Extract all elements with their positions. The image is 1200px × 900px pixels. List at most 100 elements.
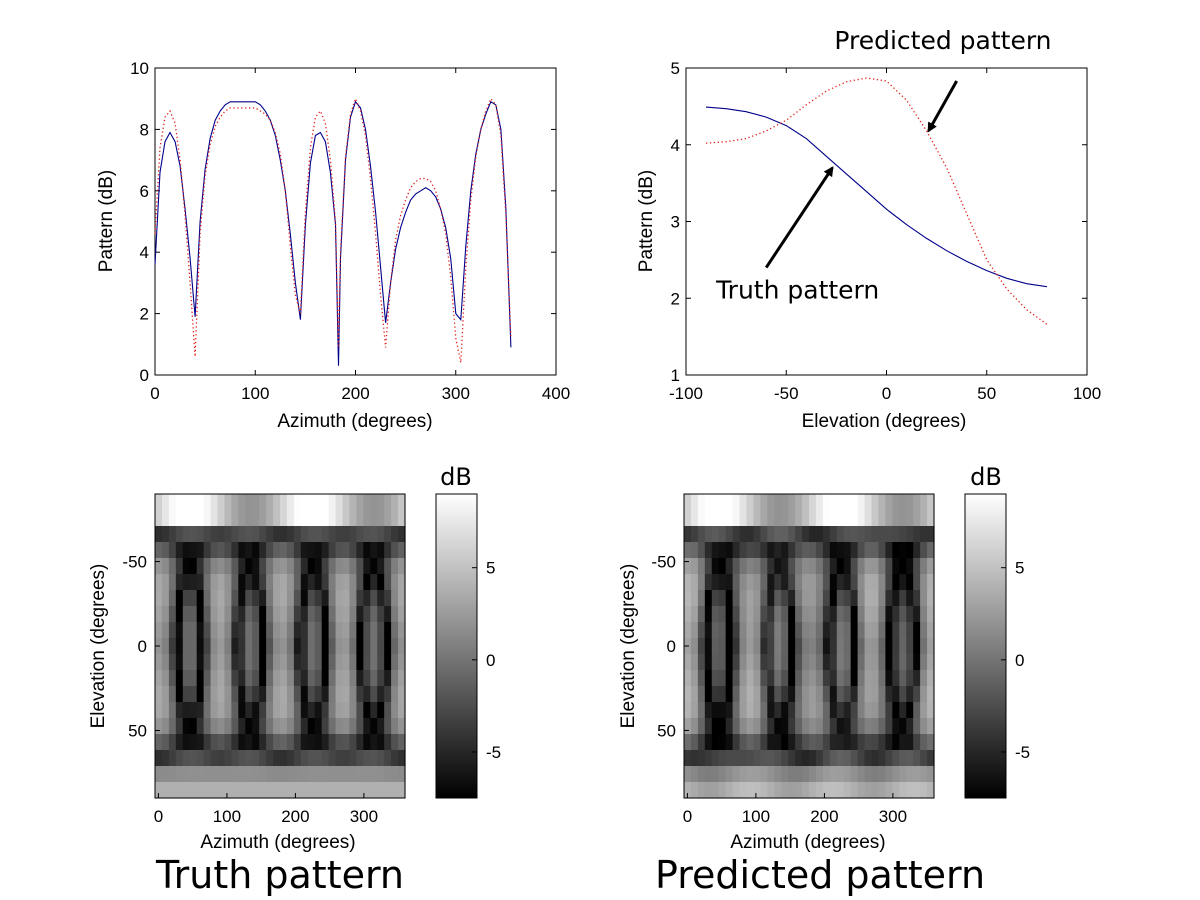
heatmap-cell: [203, 542, 212, 559]
heatmap-cell: [760, 734, 768, 751]
heatmap-cell: [356, 638, 364, 655]
heatmap-cell: [760, 494, 768, 511]
colorbar-label: dB: [970, 463, 1002, 491]
heatmap-cell: [398, 558, 406, 575]
heatmap-cell: [273, 510, 281, 527]
heatmap-cell: [155, 750, 163, 767]
heatmap-cell: [245, 638, 253, 655]
heatmap-cell: [231, 558, 239, 575]
heatmap-cell: [795, 526, 803, 543]
heatmap-cell: [802, 590, 810, 607]
heatmap-cell: [398, 654, 406, 671]
heatmap-cell: [906, 766, 914, 783]
heatmap-cell: [885, 526, 893, 543]
heatmap-cell: [210, 590, 219, 607]
heatmap-cell: [878, 510, 886, 527]
heatmap-cell: [293, 702, 302, 719]
heatmap-cell: [231, 670, 239, 687]
heatmap-cell: [753, 638, 761, 655]
heatmap-cell: [781, 494, 789, 511]
heatmap-cell: [704, 638, 713, 655]
heatmap-cell: [231, 574, 239, 591]
heatmap-cell: [857, 782, 866, 799]
x-tick-label: 200: [810, 807, 838, 826]
heatmap-cell: [739, 654, 748, 671]
heatmap-cell: [300, 766, 309, 783]
heatmap-cell: [328, 494, 337, 511]
heatmap-cell: [725, 574, 734, 591]
heatmap-cell: [168, 526, 177, 543]
heatmap-cell: [335, 510, 344, 527]
heatmap-cell: [189, 510, 198, 527]
heatmap-cell: [850, 526, 859, 543]
heatmap-cell: [266, 622, 274, 639]
heatmap-cell: [781, 686, 789, 703]
heatmap-cell: [684, 622, 692, 639]
heatmap-cell: [161, 638, 170, 655]
heatmap-cell: [384, 734, 392, 751]
heatmap-cell: [732, 686, 741, 703]
heatmap-cell: [718, 686, 727, 703]
heatmap-cell: [829, 510, 838, 527]
heatmap-cell: [781, 670, 789, 687]
heatmap-cell: [836, 590, 845, 607]
heatmap-cell: [711, 766, 720, 783]
heatmap-cell: [203, 622, 212, 639]
heatmap-cell: [850, 622, 859, 639]
heatmap-cell: [795, 606, 803, 623]
heatmap-cell: [871, 590, 880, 607]
heatmap-cell: [857, 686, 866, 703]
heatmap-cell: [363, 718, 371, 735]
heatmap-cell: [899, 558, 907, 575]
heatmap-cell: [321, 734, 330, 751]
heatmap-cell: [370, 542, 378, 559]
annotation-label: Truth pattern: [715, 275, 879, 304]
heatmap-cell: [307, 654, 316, 671]
heatmap-cell: [684, 702, 692, 719]
heatmap-cell: [224, 494, 232, 511]
heatmap-cell: [864, 558, 873, 575]
heatmap-cell: [843, 526, 852, 543]
heatmap-cell: [857, 606, 866, 623]
heatmap-cell: [843, 638, 852, 655]
heatmap-cell: [189, 782, 198, 799]
heatmap-cell: [328, 590, 337, 607]
heatmap-cell: [781, 526, 789, 543]
heatmap-cell: [864, 750, 873, 767]
heatmap-cell: [892, 510, 900, 527]
y-tick-label: 4: [671, 136, 680, 155]
heatmap-cell: [704, 558, 713, 575]
heatmap-cell: [314, 750, 323, 767]
heatmap-cell: [363, 638, 371, 655]
heatmap-cell: [718, 718, 727, 735]
heatmap-cell: [815, 686, 824, 703]
heatmap-cell: [885, 782, 893, 799]
heatmap-cell: [384, 574, 392, 591]
heatmap-cell: [871, 558, 880, 575]
heatmap-cell: [335, 670, 344, 687]
heatmap-cell: [349, 510, 357, 527]
heatmap-cell: [273, 574, 281, 591]
heatmap-cell: [398, 718, 406, 735]
heatmap-cell: [168, 606, 177, 623]
heatmap-cell: [321, 574, 330, 591]
heatmap-cell: [203, 766, 212, 783]
heatmap-cell: [307, 686, 316, 703]
heatmap-cell: [356, 622, 364, 639]
heatmap-cell: [802, 734, 810, 751]
heatmap-cell: [161, 622, 170, 639]
heatmap-cell: [273, 718, 281, 735]
colorbar: [964, 493, 1007, 799]
heatmap-cell: [739, 686, 748, 703]
heatmap-cell: [182, 766, 191, 783]
heatmap-cell: [795, 750, 803, 767]
heatmap-cell: [307, 606, 316, 623]
tick-group: 0 100 200 300 -50 0 50: [651, 553, 907, 826]
heatmap-cell: [802, 558, 810, 575]
heatmap-cell: [920, 718, 928, 735]
heatmap-cell: [788, 750, 796, 767]
heatmap-cell: [781, 590, 789, 607]
heatmap-cell: [155, 510, 163, 527]
heatmap-cell: [913, 606, 921, 623]
heatmap-cell: [259, 510, 267, 527]
